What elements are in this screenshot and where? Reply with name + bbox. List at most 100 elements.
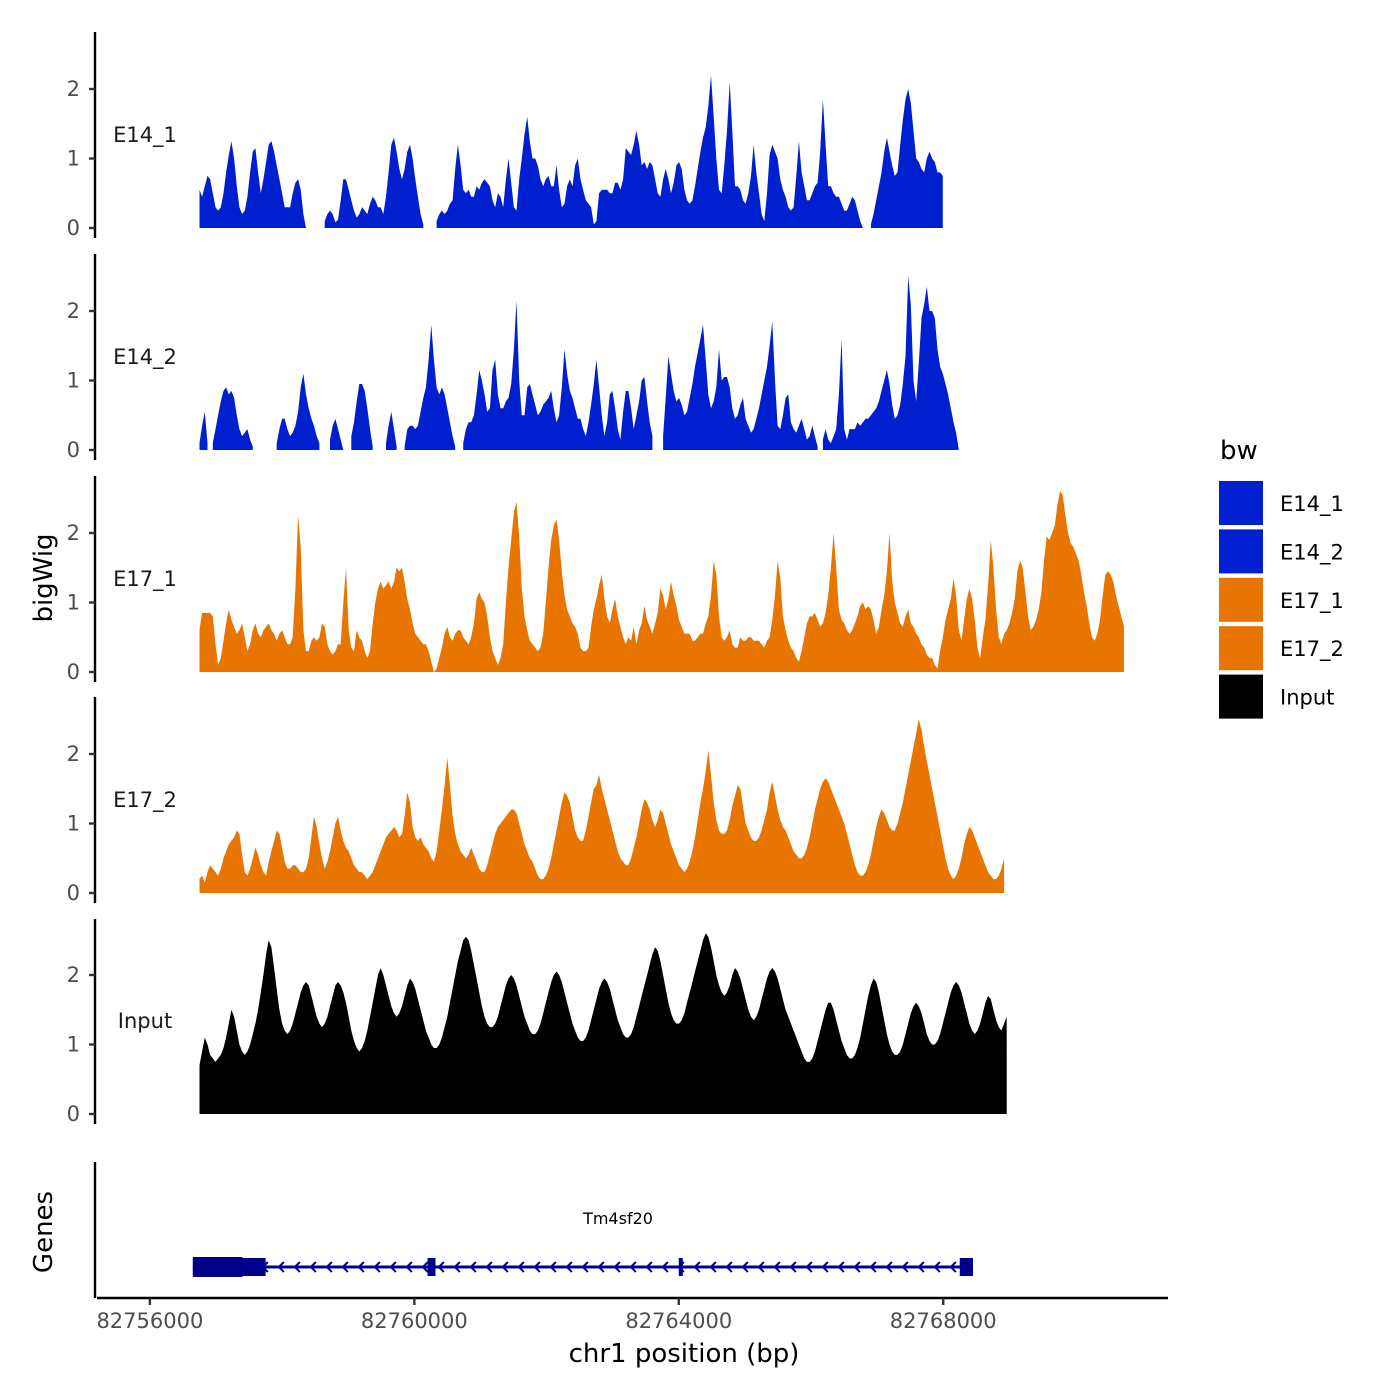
- strand-arrow-icon: [885, 1261, 893, 1273]
- strand-arrow-icon: [613, 1261, 621, 1273]
- strand-arrow-icon: [933, 1261, 941, 1273]
- coverage-area: [351, 384, 373, 450]
- y-tick-label: 0: [67, 1102, 80, 1126]
- gene-label: Tm4sf20: [582, 1209, 653, 1228]
- coverage-area: [199, 933, 1007, 1114]
- track-E14_1: 0 1 2 E14_1: [67, 32, 943, 240]
- strand-arrow-icon: [757, 1261, 765, 1273]
- x-axis: 82756000 82760000 82764000 82768000: [96, 1296, 1168, 1333]
- coverage-area: [870, 89, 943, 228]
- gene-Tm4sf20: Tm4sf20: [192, 1209, 973, 1277]
- strand-arrow-icon: [741, 1261, 749, 1273]
- coverage-area: [404, 324, 456, 450]
- coverage-area: [436, 75, 863, 228]
- strand-arrow-icon: [501, 1261, 509, 1273]
- legend-label: Input: [1280, 686, 1334, 710]
- gene-panel: Tm4sf20: [93, 1162, 973, 1298]
- strand-arrow-icon: [341, 1261, 349, 1273]
- exon: [427, 1258, 436, 1276]
- coverage-area: [276, 373, 320, 450]
- y-tick-label: 1: [67, 812, 80, 836]
- y-tick-label: 2: [67, 742, 80, 766]
- strand-arrow-icon: [453, 1261, 461, 1273]
- coverage-area: [463, 300, 653, 450]
- strand-arrow-icon: [629, 1261, 637, 1273]
- y-tick-label: 2: [67, 299, 80, 323]
- strand-arrow-icon: [549, 1261, 557, 1273]
- track-E14_2: 0 1 2 E14_2: [67, 254, 959, 462]
- strand-arrow-icon: [853, 1261, 861, 1273]
- y-tick-label: 1: [67, 1033, 80, 1057]
- strand-arrow-icon: [661, 1261, 669, 1273]
- coverage-tracks: 0 1 2 E14_1 0 1 2 E14_2 0 1 2 E17_1 0 1 2 E17_2 0 1 2 Input: [67, 32, 1124, 1126]
- strand-arrow-icon: [309, 1261, 317, 1273]
- coverage-area: [199, 491, 1124, 672]
- legend-swatch: [1219, 529, 1263, 574]
- strand-arrow-icon: [517, 1261, 525, 1273]
- legend-label: E14_1: [1280, 492, 1344, 517]
- y-tick-label: 2: [67, 77, 80, 101]
- y-tick-label: 0: [67, 881, 80, 905]
- legend-title: bw: [1220, 436, 1258, 466]
- y-tick-label: 1: [67, 369, 80, 393]
- legend-swatch: [1219, 626, 1263, 671]
- strand-arrow-icon: [837, 1261, 845, 1273]
- strand-arrow-icon: [597, 1261, 605, 1273]
- legend-label: E17_1: [1280, 589, 1344, 614]
- coverage-area: [822, 276, 959, 450]
- strand-arrow-icon: [357, 1261, 365, 1273]
- coverage-area: [663, 321, 818, 450]
- strand-arrow-icon: [533, 1261, 541, 1273]
- track-label: E17_1: [113, 567, 177, 592]
- legend-swatch: [1219, 674, 1263, 719]
- legend-item-E17_1: E17_1: [1219, 577, 1344, 622]
- x-tick-label: 82756000: [96, 1309, 203, 1333]
- y-tick-label: 0: [67, 660, 80, 684]
- strand-arrow-icon: [869, 1261, 877, 1273]
- strand-arrow-icon: [917, 1261, 925, 1273]
- exon: [959, 1258, 973, 1276]
- strand-arrow-icon: [277, 1261, 285, 1273]
- y-tick-label: 0: [67, 216, 80, 240]
- track-label: Input: [118, 1009, 172, 1033]
- track-E17_2: 0 1 2 E17_2: [67, 697, 1005, 905]
- x-axis-title: chr1 position (bp): [569, 1339, 800, 1369]
- x-tick-label: 82768000: [890, 1309, 997, 1333]
- legend-swatch: [1219, 481, 1263, 525]
- genes-axis-title: Genes: [29, 1191, 59, 1273]
- exon: [678, 1258, 683, 1276]
- strand-arrow-icon: [565, 1261, 573, 1273]
- track-label: E14_1: [113, 123, 177, 148]
- track-E17_1: 0 1 2 E17_1: [67, 476, 1124, 684]
- strand-arrow-icon: [469, 1261, 477, 1273]
- strand-arrow-icon: [773, 1261, 781, 1273]
- y-axis-title: bigWig: [29, 533, 59, 622]
- strand-arrow-icon: [725, 1261, 733, 1273]
- strand-arrow-icon: [373, 1261, 381, 1273]
- y-tick-label: 0: [67, 438, 80, 462]
- y-tick-label: 2: [67, 521, 80, 545]
- strand-arrow-icon: [949, 1261, 957, 1273]
- strand-arrow-icon: [901, 1261, 909, 1273]
- strand-arrow-icon: [805, 1261, 813, 1273]
- strand-arrow-icon: [693, 1261, 701, 1273]
- x-tick-label: 82764000: [625, 1309, 732, 1333]
- coding-region: [192, 1257, 243, 1277]
- y-tick-label: 1: [67, 591, 80, 615]
- strand-arrow-icon: [325, 1261, 333, 1273]
- strand-arrow-icon: [789, 1261, 797, 1273]
- legend: bw E14_1 E14_2 E17_1 E17_2 Input: [1219, 436, 1344, 719]
- strand-arrow-icon: [389, 1261, 397, 1273]
- coverage-area: [324, 137, 424, 228]
- coverage-area: [199, 411, 208, 450]
- legend-item-E17_2: E17_2: [1219, 626, 1344, 671]
- track-label: E14_2: [113, 345, 177, 370]
- strand-arrow-icon: [437, 1261, 445, 1273]
- strand-arrow-icon: [581, 1261, 589, 1273]
- track-label: E17_2: [113, 788, 177, 813]
- coverage-area: [386, 411, 397, 450]
- strand-arrow-icon: [293, 1261, 301, 1273]
- coverage-area: [199, 719, 1005, 893]
- strand-arrow-icon: [709, 1261, 717, 1273]
- strand-arrow-icon: [645, 1261, 653, 1273]
